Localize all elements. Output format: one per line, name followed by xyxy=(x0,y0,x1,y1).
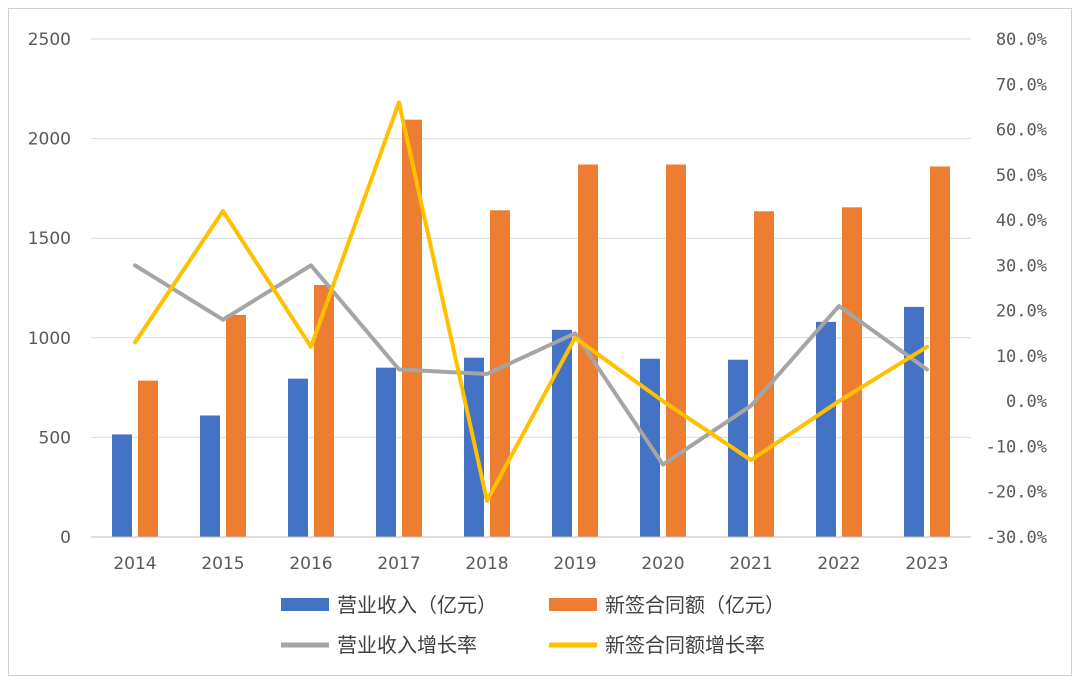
y-right-tick-label: 20.0% xyxy=(996,302,1047,322)
lines xyxy=(133,100,929,503)
y-right-tick-label: 70.0% xyxy=(996,75,1047,95)
bar xyxy=(728,359,748,537)
legend: 营业收入（亿元） 新签合同额（亿元） 营业收入增长率 新签合同额增长率 xyxy=(281,593,785,657)
bar xyxy=(376,367,396,537)
legend-label: 新签合同额增长率 xyxy=(605,633,765,657)
bar xyxy=(138,380,158,537)
y-right-tick-label: 10.0% xyxy=(996,347,1047,367)
bar xyxy=(816,321,836,537)
y-right-tick-label: -30.0% xyxy=(986,528,1047,548)
x-tick-label: 2019 xyxy=(553,554,596,574)
bar xyxy=(490,210,510,537)
series-line xyxy=(133,263,929,467)
bar xyxy=(402,119,422,538)
legend-label: 新签合同额（亿元） xyxy=(605,593,785,617)
bar xyxy=(904,306,924,537)
series-line xyxy=(133,100,929,503)
bar xyxy=(112,434,132,537)
y-right-tick-label: -20.0% xyxy=(986,483,1047,503)
y-right-tick-label: 40.0% xyxy=(996,211,1047,231)
y-right-tick-label: 50.0% xyxy=(996,166,1047,186)
y-right-tick-label: -10.0% xyxy=(986,437,1047,457)
bar xyxy=(288,378,308,537)
x-tick-label: 2021 xyxy=(729,554,772,574)
bar xyxy=(552,329,572,537)
bar xyxy=(930,166,950,537)
x-tick-label: 2018 xyxy=(465,554,508,574)
x-tick-label: 2020 xyxy=(641,554,684,574)
y-right-tick-label: 30.0% xyxy=(996,256,1047,276)
x-tick-label: 2017 xyxy=(377,554,420,574)
y-left-tick-label: 500 xyxy=(39,428,71,448)
legend-label: 营业收入增长率 xyxy=(337,633,477,657)
y-right-tick-label: 0.0% xyxy=(1006,392,1047,412)
chart-svg: 0 500 1000 1500 2000 2500 -30.0% -20.0% -10.0% 0.… xyxy=(28,30,1047,657)
x-tick-label: 2023 xyxy=(905,554,948,574)
bar xyxy=(200,415,220,537)
y-left-tick-label: 2000 xyxy=(28,130,71,150)
bar xyxy=(226,314,246,537)
x-tick-label: 2016 xyxy=(289,554,332,574)
gridlines xyxy=(91,38,971,538)
bar xyxy=(842,207,862,537)
y-left-tick-label: 1000 xyxy=(28,329,71,349)
bars xyxy=(112,119,950,538)
chart-frame: 0 500 1000 1500 2000 2500 -30.0% -20.0% -10.0% 0.… xyxy=(8,8,1072,676)
y-left-tick-label: 2500 xyxy=(28,30,71,50)
y-left-tick-label: 0 xyxy=(60,528,71,548)
y-left-tick-label: 1500 xyxy=(28,229,71,249)
bar xyxy=(314,285,334,537)
legend-swatch xyxy=(281,598,329,611)
legend-swatch xyxy=(549,598,597,611)
y-right-tick-label: 80.0% xyxy=(996,30,1047,50)
axes: 0 500 1000 1500 2000 2500 -30.0% -20.0% -10.0% 0.… xyxy=(28,30,1047,574)
bar xyxy=(754,211,774,538)
x-tick-label: 2022 xyxy=(817,554,860,574)
x-tick-label: 2015 xyxy=(201,554,244,574)
x-tick-label: 2014 xyxy=(113,554,156,574)
bar xyxy=(666,164,686,537)
y-right-tick-label: 60.0% xyxy=(996,121,1047,141)
legend-label: 营业收入（亿元） xyxy=(337,593,497,617)
